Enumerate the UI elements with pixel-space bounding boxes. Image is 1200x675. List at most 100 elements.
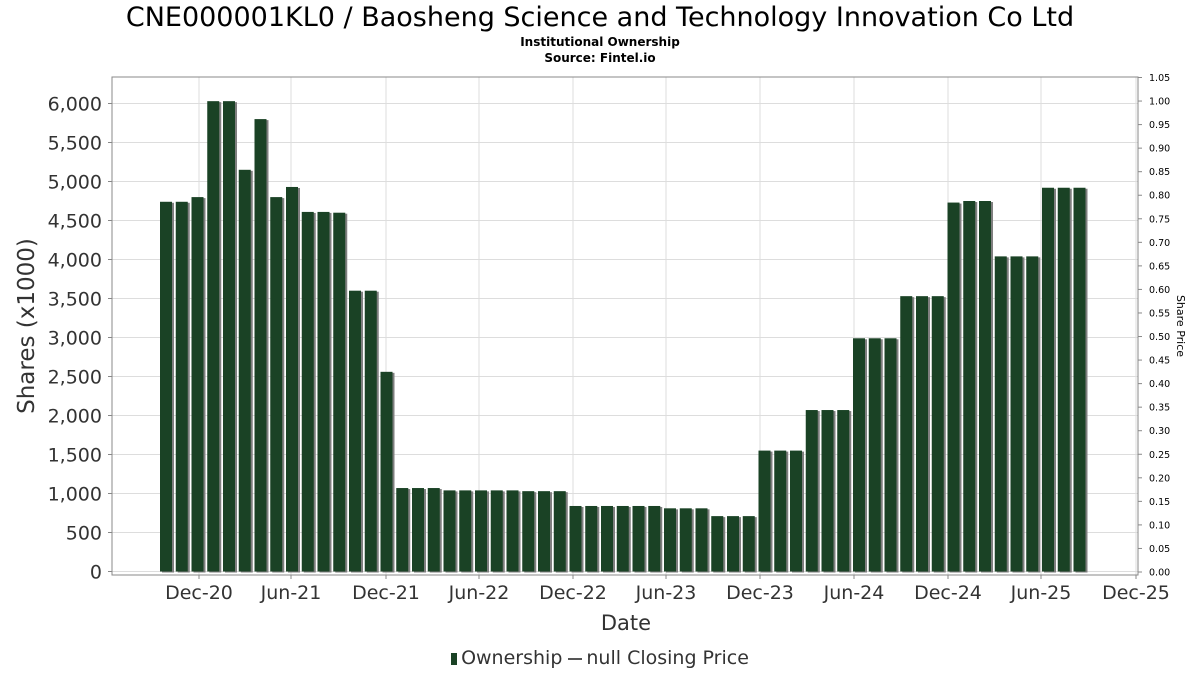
y2-tick-label: 0.20 xyxy=(1149,473,1170,484)
y-tick-label: 5,500 xyxy=(48,133,102,155)
bar xyxy=(553,491,566,572)
bar xyxy=(569,505,582,572)
bar xyxy=(695,508,708,572)
y2-tick-label: 0.95 xyxy=(1149,120,1170,131)
x-tick-label: Dec-22 xyxy=(539,582,607,604)
bar xyxy=(853,338,865,572)
legend-ownership-label: Ownership xyxy=(461,647,563,669)
x-tick-label: Jun-22 xyxy=(448,582,510,604)
bar xyxy=(884,338,897,572)
y2-tick-label: 0.00 xyxy=(1149,568,1170,579)
y2-tick-label: 0.90 xyxy=(1149,144,1170,155)
bar xyxy=(963,201,976,572)
bar xyxy=(443,490,456,572)
y2-tick-label: 0.05 xyxy=(1149,544,1170,555)
bar xyxy=(979,201,991,572)
y-tick-label: 6,000 xyxy=(48,94,102,116)
bar xyxy=(333,212,346,572)
bar xyxy=(1026,256,1039,572)
y2-tick-label: 0.65 xyxy=(1149,261,1170,272)
bar xyxy=(207,101,220,572)
bar xyxy=(427,488,440,572)
legend-ownership-swatch xyxy=(451,652,458,665)
y2-tick-label: 0.85 xyxy=(1149,167,1170,178)
bar xyxy=(916,296,928,572)
bar xyxy=(601,505,613,572)
bar xyxy=(490,490,503,572)
bar xyxy=(994,256,1007,572)
bar xyxy=(349,290,361,572)
x-tick-label: Jun-21 xyxy=(260,582,322,604)
y-tick-label: 2,000 xyxy=(48,406,102,428)
bar xyxy=(270,197,283,572)
bar xyxy=(648,505,661,572)
bar xyxy=(254,119,267,572)
bar xyxy=(616,505,629,572)
x-tick-label: Dec-20 xyxy=(165,582,233,604)
y2-tick-label: 0.15 xyxy=(1149,497,1170,508)
y2-tick-label: 1.00 xyxy=(1149,97,1170,108)
bar xyxy=(758,450,771,572)
bar xyxy=(1057,187,1070,572)
x-tick-label: Dec-24 xyxy=(914,582,982,604)
bar xyxy=(727,516,739,572)
y2-tick-label: 0.75 xyxy=(1149,214,1170,225)
x-tick-label: Dec-23 xyxy=(726,582,794,604)
bar xyxy=(506,490,519,572)
x-axis: Dec-20 Jun-21 Dec-21 Jun-22 Dec-22 Jun-23 Dec-… xyxy=(165,575,1170,604)
bar xyxy=(364,290,377,572)
y2-tick-label: 0.50 xyxy=(1149,332,1170,343)
y-tick-label: 500 xyxy=(66,523,102,545)
bar xyxy=(286,186,298,572)
bar xyxy=(711,516,724,572)
bar xyxy=(585,505,598,572)
bar xyxy=(238,169,251,572)
x-tick-label: Jun-24 xyxy=(823,582,885,604)
y-tick-label: 1,000 xyxy=(48,484,102,506)
y2-axis-label: Share Price xyxy=(1174,295,1187,357)
y2-tick-label: 0.30 xyxy=(1149,426,1170,437)
legend-price-label: null Closing Price xyxy=(586,647,749,669)
y2-tick-label: 0.45 xyxy=(1149,356,1170,367)
y2-tick-label: 1.05 xyxy=(1149,73,1170,84)
y2-tick-label: 0.25 xyxy=(1149,450,1170,461)
bar xyxy=(459,490,472,572)
bar xyxy=(475,490,487,572)
y2-tick-label: 0.10 xyxy=(1149,520,1170,531)
x-tick-label: Jun-25 xyxy=(1010,582,1072,604)
bar xyxy=(1073,187,1086,572)
bar xyxy=(175,201,188,572)
y2-tick-label: 0.35 xyxy=(1149,403,1170,414)
y2-tick-label: 0.55 xyxy=(1149,308,1170,319)
bar xyxy=(868,338,881,572)
bar xyxy=(522,491,535,572)
bar xyxy=(396,488,409,572)
bar xyxy=(821,410,834,572)
bar xyxy=(931,296,944,572)
y-axis-label: Shares (x1000) xyxy=(14,238,40,414)
chart-title: CNE000001KL0 / Baosheng Science and Tech… xyxy=(125,2,1075,33)
bar xyxy=(837,410,850,572)
y2-tick-label: 0.80 xyxy=(1149,191,1170,202)
y-tick-label: 1,500 xyxy=(48,445,102,467)
y2-tick-label: 0.60 xyxy=(1149,285,1170,296)
chart-source: Source: Fintel.io xyxy=(544,51,656,65)
bar xyxy=(1042,187,1054,572)
y2-tick-label: 0.70 xyxy=(1149,238,1170,249)
legend-price-line xyxy=(568,657,583,660)
x-tick-label: Dec-21 xyxy=(352,582,420,604)
bar xyxy=(380,371,393,572)
bar xyxy=(664,508,676,572)
legend: Ownership null Closing Price xyxy=(0,647,1200,669)
y-tick-label: 4,000 xyxy=(48,250,102,272)
y-tick-label: 2,500 xyxy=(48,367,102,389)
y-tick-label: 3,000 xyxy=(48,328,102,350)
bar xyxy=(191,197,204,572)
bar xyxy=(679,508,692,572)
x-axis-label: Date xyxy=(601,611,651,635)
bar-series-ownership xyxy=(112,101,1138,576)
bar xyxy=(900,296,913,572)
y-tick-label: 0 xyxy=(90,562,102,584)
y-axis-right: 0.00 0.05 0.10 0.15 0.20 0.25 0.30 0.35 0.40 0.45… xyxy=(1138,73,1170,579)
